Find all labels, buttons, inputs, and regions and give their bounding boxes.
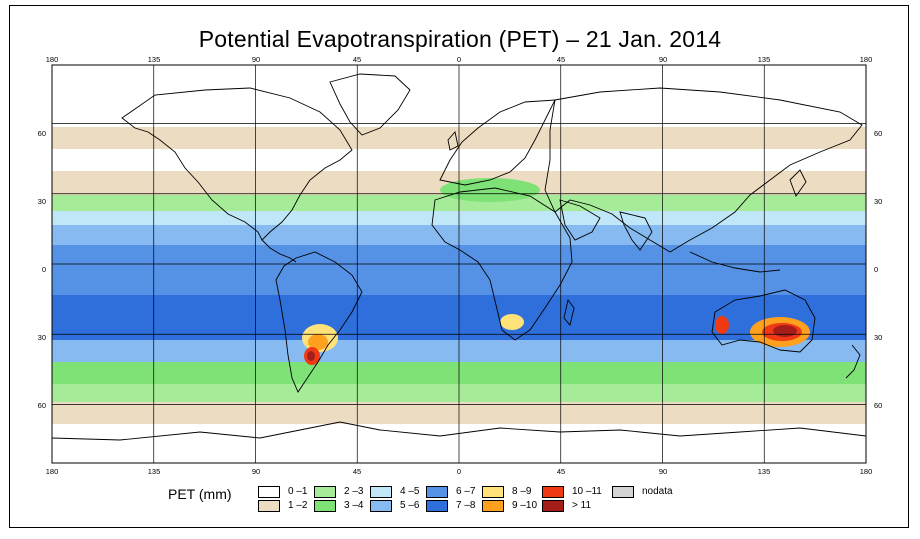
- coast-greenland: [329, 73, 411, 136]
- coast-british-isles: [447, 131, 459, 151]
- legend-label: 8 –9: [512, 486, 532, 497]
- legend-label: 1 –2: [288, 500, 308, 511]
- legend-label: 6 –7: [456, 486, 476, 497]
- legend-label: 3 –4: [344, 500, 364, 511]
- coast-central-america: [261, 239, 297, 263]
- right-lat-label: 30: [874, 333, 882, 342]
- legend-swatch: [482, 486, 504, 498]
- left-lat-label: 30: [38, 333, 46, 342]
- hotspot-chaco: [308, 334, 328, 350]
- bottom-lon-label: 0: [457, 467, 461, 476]
- legend-label: nodata: [642, 486, 673, 497]
- region-sahara-green: [440, 178, 540, 202]
- hotspot-kalahari: [500, 314, 524, 330]
- bottom-lon-label: 135: [148, 467, 161, 476]
- legend-swatch: [542, 486, 564, 498]
- bottom-lon-label: 90: [252, 467, 260, 476]
- coast-new-zealand: [845, 344, 861, 379]
- hotspot-west-australia: [715, 316, 729, 334]
- legend-swatch: [258, 500, 280, 512]
- legend-label: 5 –6: [400, 500, 420, 511]
- top-lon-label: 180: [46, 55, 59, 64]
- coast-japan: [789, 169, 807, 197]
- legend-label: > 11: [572, 500, 591, 511]
- hotspot-patagonia-core: [307, 351, 315, 361]
- right-lat-label: 60: [874, 401, 882, 410]
- map-border: [51, 64, 867, 464]
- left-lat-label: 60: [38, 129, 46, 138]
- coast-india: [619, 211, 653, 251]
- coast-arabia: [559, 199, 601, 241]
- coast-asia: [544, 87, 863, 253]
- legend-swatch: [370, 486, 392, 498]
- left-lat-label: 60: [38, 401, 46, 410]
- legend-label: 9 –10: [512, 500, 538, 511]
- legend-swatch: [258, 486, 280, 498]
- axis-tick-labels: 180 135 90 45 0 45 90 135 180 180 135 90…: [38, 55, 883, 476]
- bottom-lon-label: 45: [557, 467, 565, 476]
- legend-swatch: [426, 486, 448, 498]
- coast-north-america: [121, 87, 353, 241]
- legend-label: 0 –1: [288, 486, 308, 497]
- legend-swatch: [542, 500, 564, 512]
- graticule: [52, 65, 866, 463]
- bottom-lon-label: 180: [860, 467, 873, 476]
- coast-south-america: [275, 251, 363, 393]
- legend-swatch: [612, 486, 634, 498]
- right-lat-label: 60: [874, 129, 882, 138]
- hotspot-australia-core: [773, 325, 797, 337]
- top-lon-label: 90: [252, 55, 260, 64]
- left-lat-label: 0: [42, 265, 46, 274]
- coast-madagascar: [563, 298, 575, 326]
- legend-swatch: [426, 500, 448, 512]
- legend-swatch: [482, 500, 504, 512]
- legend-swatch: [370, 500, 392, 512]
- legend-label: 4 –5: [400, 486, 420, 497]
- bottom-lon-label: 90: [659, 467, 667, 476]
- legend-swatch: [314, 486, 336, 498]
- top-lon-label: 45: [557, 55, 565, 64]
- top-lon-label: 0: [457, 55, 461, 64]
- coast-europe: [439, 99, 556, 186]
- bottom-lon-label: 135: [758, 467, 771, 476]
- top-lon-label: 135: [758, 55, 771, 64]
- legend-label: 7 –8: [456, 500, 476, 511]
- left-lat-label: 30: [38, 197, 46, 206]
- right-lat-label: 30: [874, 197, 882, 206]
- legend-title: PET (mm): [168, 486, 232, 502]
- coast-antarctica: [52, 421, 866, 441]
- legend-label: 2 –3: [344, 486, 364, 497]
- bottom-lon-label: 45: [353, 467, 361, 476]
- coast-africa: [431, 187, 573, 341]
- top-lon-label: 180: [860, 55, 873, 64]
- legend-label: 10 –11: [572, 486, 602, 497]
- pet-hotspots: [302, 178, 810, 365]
- top-lon-label: 90: [659, 55, 667, 64]
- coast-southeast-asia: [689, 251, 781, 273]
- figure-frame: [9, 5, 909, 528]
- right-lat-label: 0: [874, 265, 878, 274]
- map-title: Potential Evapotranspiration (PET) – 21 …: [198, 26, 722, 52]
- bottom-lon-label: 180: [46, 467, 59, 476]
- top-lon-label: 135: [148, 55, 161, 64]
- legend-swatch: [314, 500, 336, 512]
- top-lon-label: 45: [353, 55, 361, 64]
